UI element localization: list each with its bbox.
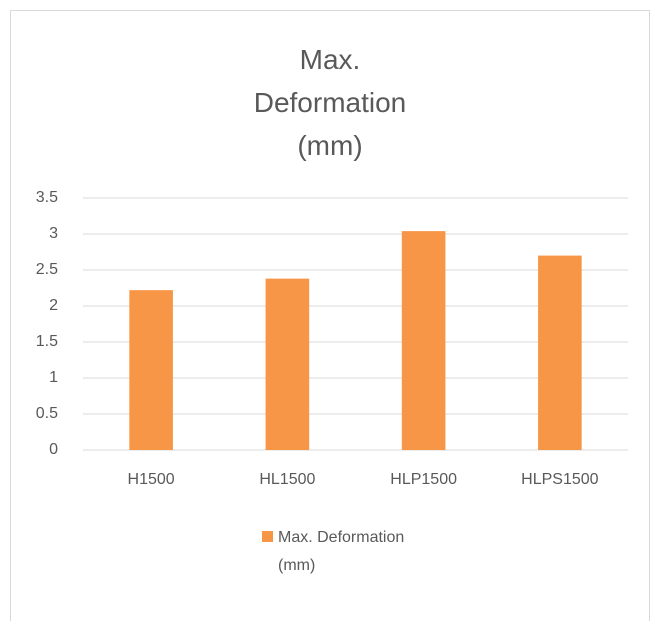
bar — [265, 278, 310, 450]
x-tick-label: HLP1500 — [390, 471, 457, 488]
x-tick-label: HL1500 — [259, 471, 315, 488]
y-tick-label: 1 — [49, 369, 58, 386]
x-tick-label: HLPS1500 — [521, 471, 598, 488]
bar — [129, 290, 173, 450]
chart-title: Max. Deformation (mm) — [253, 44, 407, 161]
y-tick-label: 0.5 — [36, 405, 58, 422]
y-tick-label: 0 — [49, 441, 58, 458]
y-tick-label: 1.5 — [36, 333, 58, 350]
chart-border — [10, 10, 650, 621]
bar — [538, 255, 582, 450]
bar — [401, 231, 446, 450]
legend-swatch — [262, 531, 273, 542]
legend-label: Max. Deformation (mm) — [278, 529, 405, 574]
x-tick-label: H1500 — [128, 471, 175, 488]
y-tick-label: 2 — [49, 297, 58, 314]
y-tick-label: 2.5 — [36, 261, 58, 278]
y-tick-label: 3 — [49, 225, 58, 242]
y-tick-label: 3.5 — [36, 189, 58, 206]
